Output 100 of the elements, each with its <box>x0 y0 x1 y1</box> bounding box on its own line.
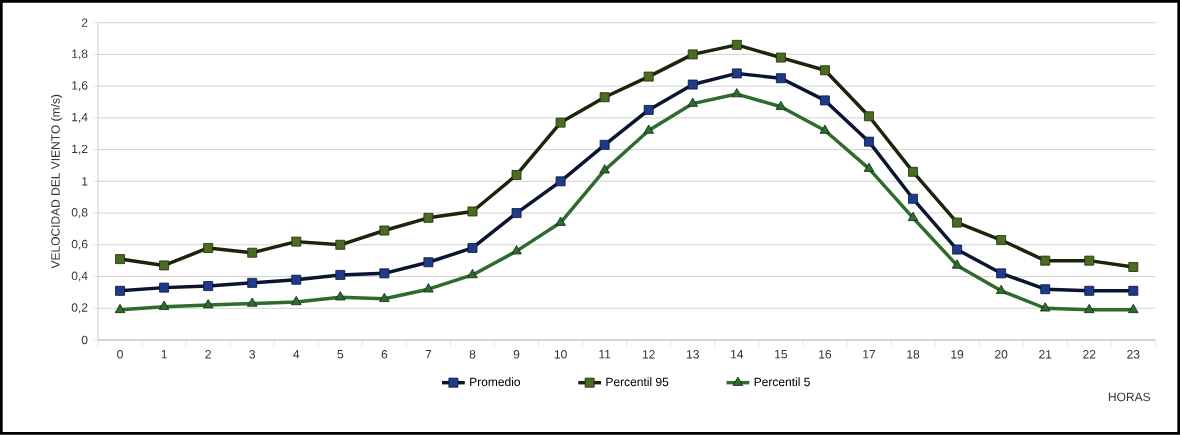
point <box>907 211 919 222</box>
point <box>864 136 874 147</box>
point <box>247 247 258 258</box>
point <box>335 240 346 250</box>
legend-label: Promedio <box>470 377 521 387</box>
point <box>511 208 522 219</box>
x-tick-label: 13 <box>687 350 699 359</box>
point <box>995 284 1007 295</box>
point <box>159 260 170 271</box>
point <box>863 162 875 173</box>
y-axis-title: VELOCIDAD DEL VIENTO (m/s) <box>50 95 63 269</box>
point <box>423 257 434 268</box>
y-tick-label: 1,2 <box>72 144 88 155</box>
point <box>599 164 610 174</box>
point <box>1084 255 1095 266</box>
point <box>379 268 390 279</box>
x-tick-label: 7 <box>425 350 432 359</box>
point <box>1039 302 1051 312</box>
x-tick-label: 1 <box>161 350 167 359</box>
point <box>115 254 125 265</box>
point <box>1040 284 1051 295</box>
x-tick-label: 20 <box>995 350 1008 359</box>
point <box>114 304 126 314</box>
point <box>379 292 390 303</box>
point <box>555 176 566 187</box>
point <box>511 170 522 181</box>
x-tick-label: 19 <box>951 350 964 359</box>
point <box>202 299 214 309</box>
point <box>1084 286 1095 296</box>
x-tick-label: 11 <box>599 350 611 359</box>
x-tick-label: 23 <box>1127 350 1140 359</box>
point <box>291 236 302 247</box>
legend-label: Percentil 5 <box>754 377 810 387</box>
point <box>1128 262 1139 273</box>
y-tick-label: 1,4 <box>72 113 88 123</box>
x-tick-label: 16 <box>819 350 832 359</box>
point <box>511 245 522 255</box>
point <box>555 117 566 128</box>
x-tick-label: 0 <box>117 350 123 359</box>
x-tick-label: 2 <box>205 350 211 359</box>
point <box>819 124 831 134</box>
point <box>775 73 786 84</box>
x-tick-label: 22 <box>1083 350 1096 359</box>
point <box>158 300 170 311</box>
x-tick-label: 15 <box>775 350 788 359</box>
point <box>731 68 742 79</box>
point <box>1128 304 1139 314</box>
point <box>335 270 346 281</box>
point <box>687 49 698 60</box>
y-tick-label: 1,8 <box>72 49 88 60</box>
point <box>291 296 302 306</box>
x-tick-label: 4 <box>293 350 300 359</box>
x-tick-label: 6 <box>381 350 388 359</box>
point <box>687 79 698 90</box>
x-tick-label: 5 <box>337 350 344 359</box>
x-tick-label: 9 <box>513 350 520 359</box>
point <box>1040 255 1051 266</box>
x-tick-label: 10 <box>554 350 567 359</box>
point <box>996 268 1007 279</box>
y-tick-label: 2 <box>81 18 88 28</box>
point <box>467 269 478 279</box>
point <box>775 52 786 63</box>
y-tick-label: 0,8 <box>71 208 88 219</box>
point <box>115 286 125 296</box>
x-tick-label: 17 <box>863 350 876 359</box>
point <box>819 95 830 106</box>
x-tick-label: 3 <box>249 350 256 359</box>
point <box>996 235 1007 246</box>
point <box>952 217 963 228</box>
x-tick-label: 21 <box>1039 350 1052 359</box>
point <box>687 97 699 107</box>
point <box>467 206 478 217</box>
point <box>1128 286 1139 296</box>
point <box>819 65 830 76</box>
point <box>555 216 566 226</box>
y-tick-label: 1,6 <box>72 81 88 92</box>
point <box>379 225 390 236</box>
point <box>246 297 258 307</box>
y-tick-label: 0,2 <box>71 303 88 314</box>
point <box>203 243 214 254</box>
point <box>423 283 434 293</box>
point <box>643 124 654 134</box>
point <box>335 291 346 301</box>
point <box>643 71 654 82</box>
x-tick-label: 8 <box>469 350 476 359</box>
point <box>864 111 874 122</box>
point <box>203 281 214 292</box>
legend-label: Percentil 95 <box>606 377 669 387</box>
y-tick-label: 0 <box>81 335 88 345</box>
point <box>731 40 742 50</box>
point <box>775 100 787 111</box>
y-tick-label: 0,6 <box>71 240 88 250</box>
x-tick-label: 12 <box>642 350 655 359</box>
point <box>291 274 302 285</box>
point <box>423 213 434 223</box>
point <box>731 88 743 98</box>
y-tick-label: 1 <box>82 177 88 186</box>
point <box>1084 304 1095 314</box>
x-tick-label: 14 <box>731 350 744 359</box>
point <box>908 194 918 204</box>
